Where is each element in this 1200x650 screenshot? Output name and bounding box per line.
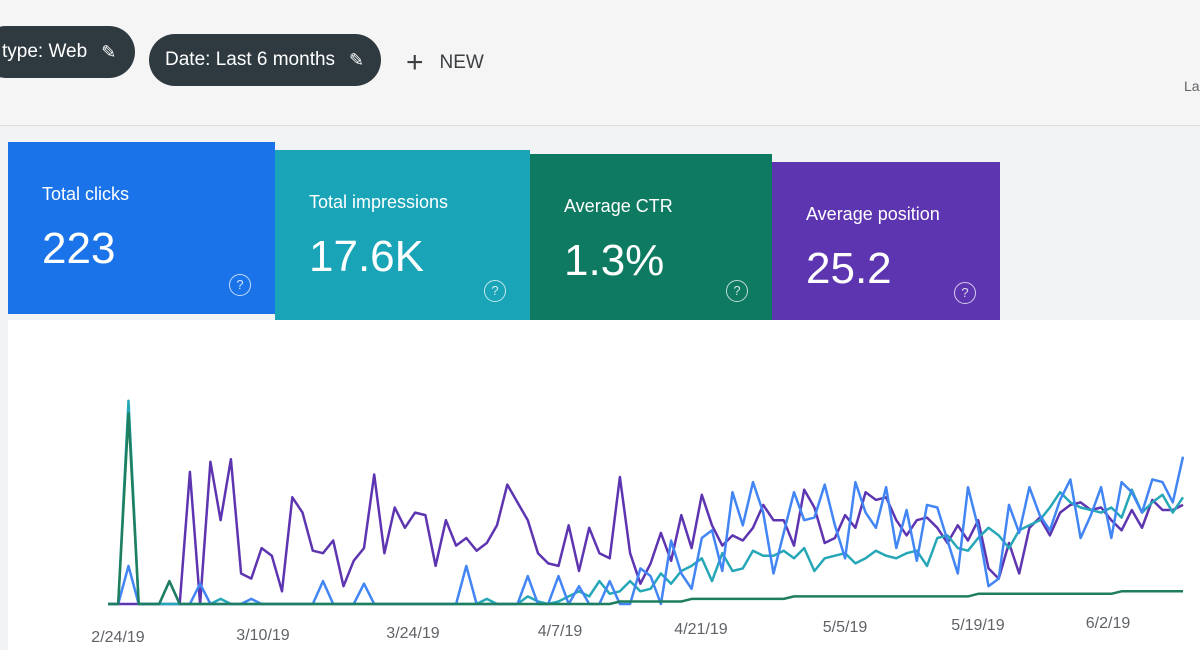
- pencil-icon[interactable]: ✎: [101, 41, 117, 62]
- new-filter-label: NEW: [439, 52, 484, 73]
- x-tick-label: 4/7/19: [538, 623, 583, 640]
- card-value: 223: [42, 224, 116, 273]
- performance-chart: 2/24/19 3/10/19 3/24/19 4/7/19 4/21/19 5/5/19…: [8, 320, 1200, 650]
- date-filter-chip[interactable]: Date: Last 6 months ✎: [149, 34, 381, 86]
- new-filter-button[interactable]: + NEW: [406, 48, 484, 78]
- card-label: Total clicks: [42, 184, 130, 204]
- type-filter-chip[interactable]: type: Web ✎: [0, 26, 135, 78]
- card-value: 1.3%: [564, 236, 665, 285]
- x-tick-label: 5/19/19: [951, 617, 1004, 634]
- plus-icon: +: [406, 46, 424, 79]
- total-impressions-card[interactable]: Total impressions 17.6K ?: [275, 150, 530, 320]
- series-line-3: [108, 412, 1183, 606]
- x-tick-label: 3/10/19: [236, 627, 289, 644]
- pencil-icon[interactable]: ✎: [349, 49, 365, 70]
- total-clicks-card[interactable]: Total clicks 223 ?: [8, 142, 275, 314]
- card-label: Total impressions: [309, 192, 449, 212]
- average-ctr-card[interactable]: Average CTR 1.3% ?: [530, 154, 772, 320]
- average-position-card[interactable]: Average position 25.2 ?: [772, 162, 1000, 322]
- card-label: Average CTR: [564, 196, 673, 216]
- x-tick-label: 2/24/19: [91, 629, 144, 646]
- filter-bar: type: Web ✎ Date: Last 6 months ✎ + NEW …: [0, 0, 1200, 126]
- card-value: 25.2: [806, 244, 892, 293]
- help-icon[interactable]: ?: [229, 274, 251, 296]
- x-tick-label: 3/24/19: [386, 625, 439, 642]
- x-tick-label: 5/5/19: [823, 619, 868, 636]
- truncated-label: La: [1184, 78, 1200, 94]
- card-value: 17.6K: [309, 232, 424, 281]
- help-icon[interactable]: ?: [726, 280, 748, 302]
- card-label: Average position: [806, 204, 940, 224]
- help-icon[interactable]: ?: [484, 280, 506, 302]
- performance-chart-svg: 2/24/19 3/10/19 3/24/19 4/7/19 4/21/19 5/5/19…: [91, 399, 1185, 646]
- series-line-0: [108, 457, 1184, 606]
- x-tick-label: 4/21/19: [674, 621, 727, 638]
- help-icon[interactable]: ?: [954, 282, 976, 304]
- date-filter-label: Date: Last 6 months: [165, 49, 336, 70]
- type-filter-label: type: Web: [2, 41, 88, 62]
- x-tick-label: 6/2/19: [1086, 615, 1131, 632]
